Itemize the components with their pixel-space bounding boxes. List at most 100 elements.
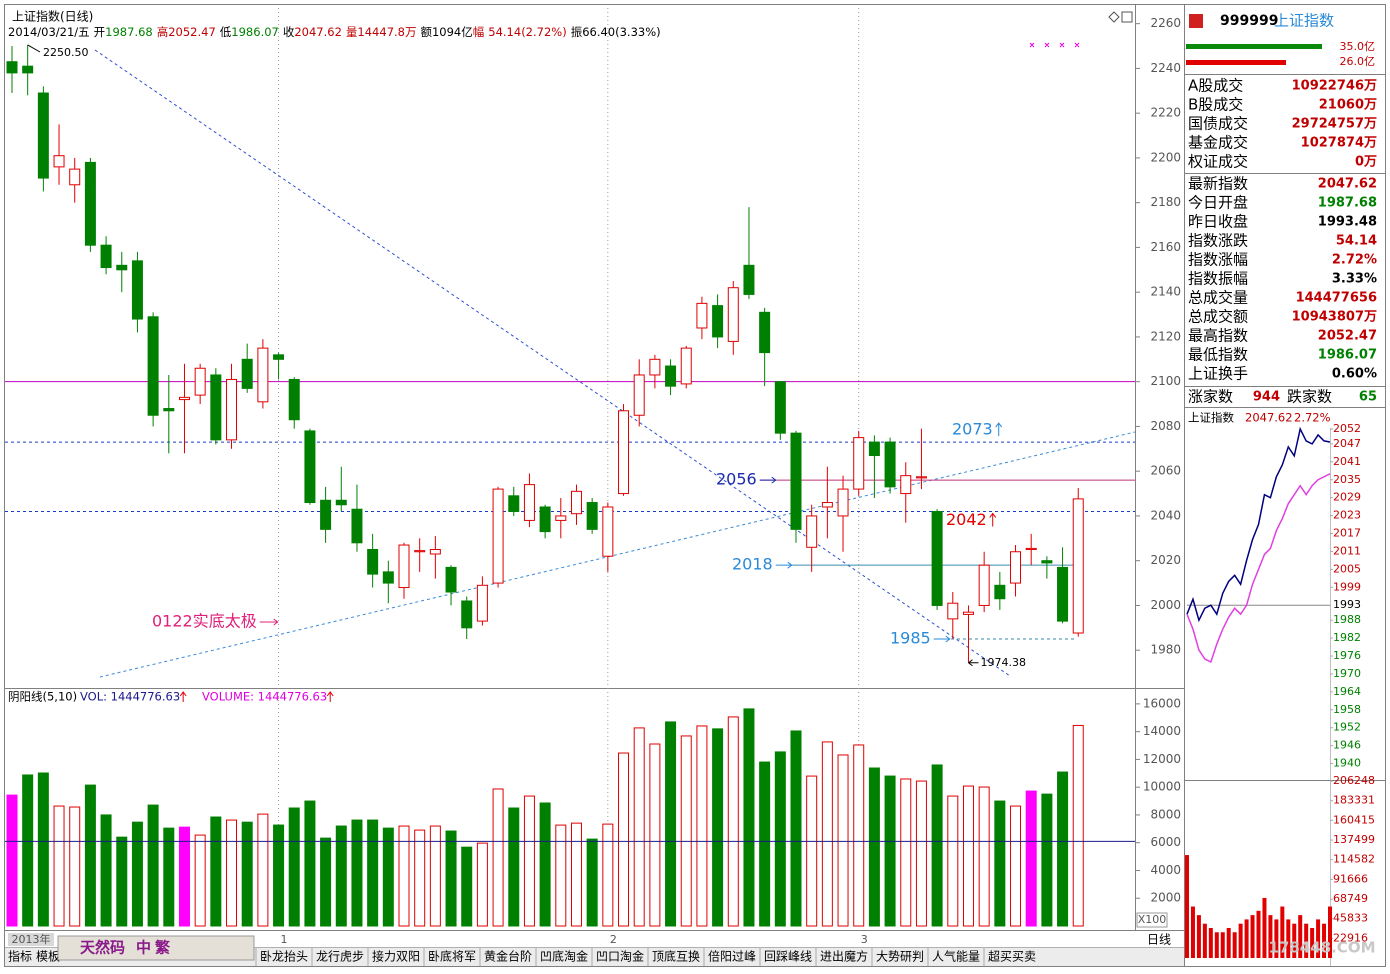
mini-tick-label: 1964 xyxy=(1333,685,1361,698)
volume-bar xyxy=(1072,724,1084,927)
quote-field: 收 xyxy=(283,25,295,39)
mini-vol-bar xyxy=(1328,906,1332,958)
row-value: 29724757万 xyxy=(1292,117,1377,132)
toolbar-tab[interactable]: 大势研判 xyxy=(876,950,924,964)
toolbar-tab[interactable]: 接力双阳 xyxy=(372,949,420,964)
quote-field: 量 xyxy=(346,25,358,39)
toolbar-tab[interactable]: 进出魔方 xyxy=(820,949,868,964)
candle-body xyxy=(727,287,739,342)
volume-bar xyxy=(367,819,379,927)
candle-body xyxy=(22,65,34,74)
row-value: 1987.68 xyxy=(1318,196,1377,211)
toolbar-tab[interactable]: 凹底淘金 xyxy=(540,949,588,964)
volume-bar xyxy=(618,752,630,927)
candle-body xyxy=(492,488,504,584)
code: 999999 xyxy=(1220,13,1278,29)
volume-bar-red xyxy=(1186,60,1286,65)
candle-body xyxy=(994,584,1006,600)
candle-body xyxy=(696,302,708,329)
y-tick-label: 2160 xyxy=(1150,240,1181,254)
toolbar-tab[interactable]: 人气能量 xyxy=(932,949,980,964)
quote-field: 幅 xyxy=(473,25,485,39)
mini-vol-bar xyxy=(1220,932,1225,958)
row-value: 1027874万 xyxy=(1301,136,1377,151)
mini-vol-label: 183331 xyxy=(1333,794,1375,807)
level-label: 1985 xyxy=(890,629,931,648)
down-count: 65 xyxy=(1359,390,1377,405)
volume-bar xyxy=(1025,790,1037,927)
candle-body xyxy=(774,381,786,434)
mini-vol-bar xyxy=(1316,919,1321,958)
mini-tick-label: 1970 xyxy=(1333,667,1361,680)
volume-bar xyxy=(759,761,771,927)
toolbar-tab[interactable]: 凹口淘金 xyxy=(596,949,644,964)
mini-tick-label: 1940 xyxy=(1333,757,1361,770)
candle-body xyxy=(53,155,65,168)
mini-vol-label: 137499 xyxy=(1333,833,1375,846)
mini-vol-bar xyxy=(1185,855,1189,958)
candle-body xyxy=(304,430,316,504)
period-tab[interactable]: 日线 xyxy=(1147,933,1171,947)
quote-info: 2014/03/21/五 开1987.68 高2052.47 低1986.07 收204… xyxy=(8,25,661,39)
candle-body xyxy=(226,378,238,441)
mini-title: 上证指数 xyxy=(1188,411,1234,425)
y-tick-label: 2100 xyxy=(1150,374,1181,388)
candle-body xyxy=(900,475,912,495)
volume-bar xyxy=(586,838,598,927)
volume-bar xyxy=(116,836,128,927)
candle-body xyxy=(273,354,285,360)
mini-line xyxy=(1186,426,1331,623)
toolbar-tab[interactable]: 龙行虎步 xyxy=(316,950,364,964)
volume-bar xyxy=(351,819,363,927)
x-tick-label: 2 xyxy=(610,933,617,946)
row-value: 10922746万 xyxy=(1292,79,1377,94)
mini-vol-bar xyxy=(1280,906,1285,958)
volume-bar xyxy=(53,805,65,927)
candle-body xyxy=(570,490,582,515)
volume-bar xyxy=(727,716,739,927)
volume-bar xyxy=(508,807,520,927)
mini-tick-label: 1988 xyxy=(1333,613,1361,626)
y-tick-label: 2000 xyxy=(1150,598,1181,612)
y-tick-label: 2000 xyxy=(1150,891,1181,905)
quote-field: 1987.68 xyxy=(105,25,153,39)
mini-tick-label: 2017 xyxy=(1333,527,1361,540)
volume-bar xyxy=(665,721,677,927)
brand-text: 繁 xyxy=(154,939,171,957)
mini-vol-label: 114582 xyxy=(1333,853,1375,866)
candle-body xyxy=(178,396,190,401)
row-label: 指数振幅 xyxy=(1188,270,1248,288)
volume-bar xyxy=(241,821,253,927)
unit-label: X100 xyxy=(1138,913,1167,926)
arrow xyxy=(179,691,187,702)
toolbar-tab[interactable]: 倍阳过峰 xyxy=(708,949,756,964)
candle-body xyxy=(1010,551,1022,584)
candle-body xyxy=(147,316,159,416)
candle-body xyxy=(947,602,959,620)
mini-vol-bar xyxy=(1238,923,1243,958)
candle-body xyxy=(210,374,222,441)
candle-body xyxy=(194,367,206,396)
toolbar-tab[interactable]: 顶底互换 xyxy=(652,949,700,964)
candle-body xyxy=(806,515,818,548)
candle-body xyxy=(602,506,614,557)
row-label: 最高指数 xyxy=(1188,327,1248,345)
toolbar-tab[interactable]: 卧底将军 xyxy=(428,949,476,964)
candle-body xyxy=(320,499,332,530)
toolbar-tab[interactable]: 回踩峰线 xyxy=(764,950,812,964)
toolbar-button[interactable]: 指标 xyxy=(8,949,32,964)
leader xyxy=(968,659,979,667)
low-label: 1974.38 xyxy=(980,656,1026,669)
mini-vol-bar xyxy=(1208,927,1213,958)
arrow xyxy=(759,476,777,484)
window-icons[interactable] xyxy=(1108,11,1133,23)
toolbar-button[interactable]: 模板 xyxy=(36,950,60,964)
mini-vol-bar xyxy=(1292,923,1297,958)
quote-field: 54.14(2.72%) xyxy=(488,25,566,39)
brand-box xyxy=(57,935,255,961)
toolbar-tab[interactable]: 超买买卖 xyxy=(988,949,1036,964)
toolbar-tab[interactable]: 卧龙抬头 xyxy=(260,950,308,964)
toolbar-tab[interactable]: 黄金台阶 xyxy=(484,949,532,964)
volume-bar xyxy=(1010,805,1022,927)
